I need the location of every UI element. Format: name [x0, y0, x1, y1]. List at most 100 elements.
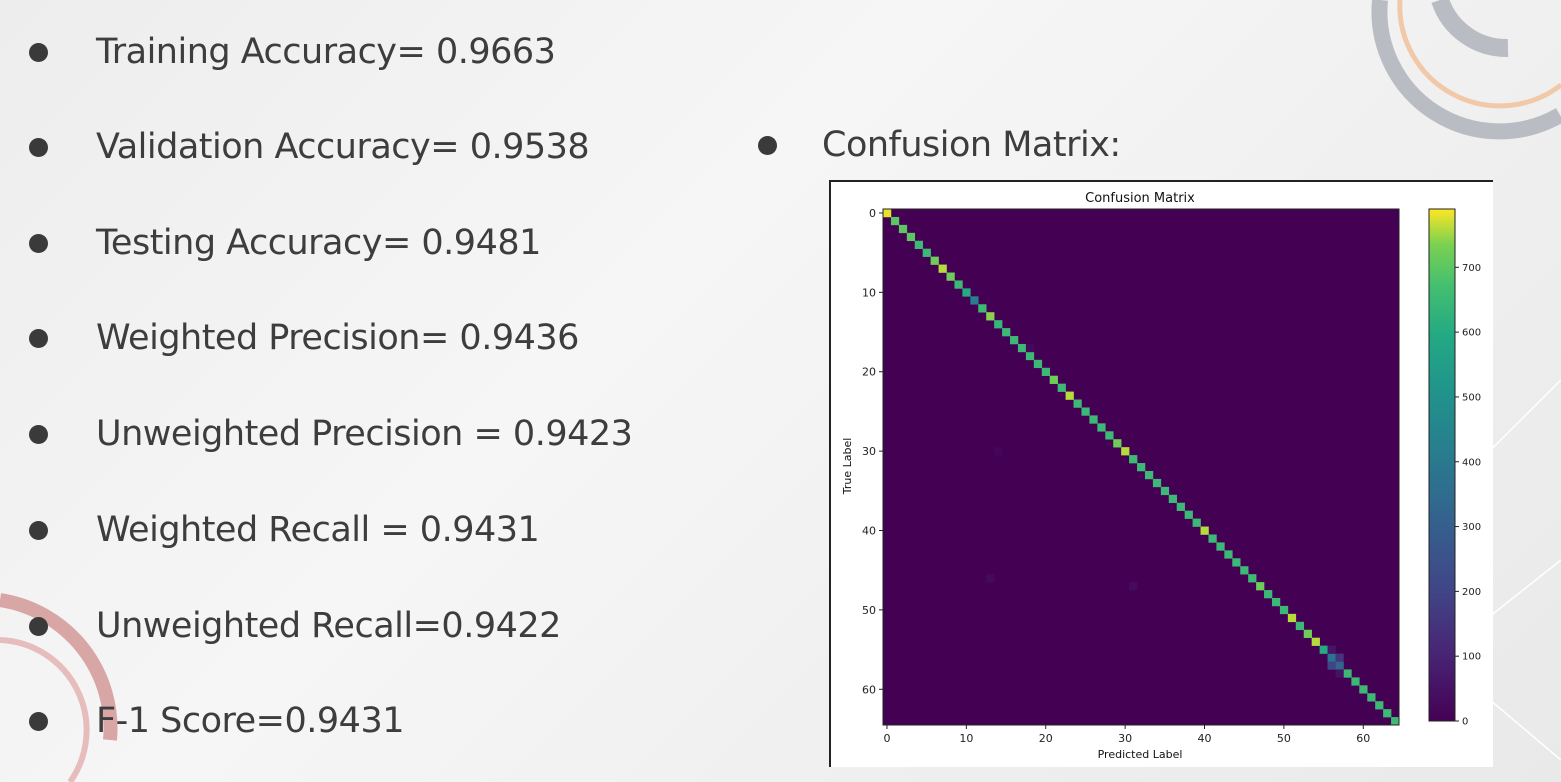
- diagonal-cell: [1017, 343, 1027, 353]
- y-tick-label: 30: [862, 445, 876, 458]
- diagonal-cell: [978, 304, 987, 313]
- diagonal-cell: [1168, 494, 1178, 504]
- diagonal-cell: [1303, 629, 1312, 638]
- diagonal-cell: [1041, 367, 1051, 377]
- x-axis-ticks: 0 10 20 30 40 50 60: [883, 725, 1370, 745]
- diagonal-cell: [1176, 502, 1185, 511]
- colorbar: [1428, 208, 1456, 722]
- off-diagonal-cell: [986, 574, 995, 583]
- confusion-matrix-svg: Confusion Matrix 0 10 20 30 40 50 60 0 10 20 30 40…: [841, 191, 1481, 761]
- diagonal-cell: [1367, 693, 1376, 702]
- diagonal-cell: [1287, 613, 1297, 623]
- colorbar-tick-label: 400: [1462, 457, 1481, 468]
- diagonal-cell: [906, 232, 916, 242]
- diagonal-cell: [1279, 605, 1289, 615]
- y-tick-label: 40: [862, 525, 876, 538]
- diagonal-cell: [1160, 486, 1170, 496]
- colorbar-tick-label: 0: [1462, 717, 1468, 728]
- diagonal-cell: [1311, 637, 1320, 646]
- heatmap-frame: [882, 208, 1400, 726]
- diagonal-cell: [1343, 669, 1352, 678]
- diagonal-cell: [1137, 463, 1146, 472]
- diagonal-cell: [1184, 510, 1193, 519]
- diagonal-cell: [1144, 470, 1154, 480]
- heatmap-cells: [883, 209, 1400, 726]
- diagonal-cell: [890, 216, 900, 226]
- confusion-matrix-heading-label: Confusion Matrix:: [822, 125, 1121, 165]
- diagonal-cell: [1033, 359, 1043, 369]
- colorbar-ticks: 0 100 200 300 400 500 600 700: [1455, 263, 1481, 728]
- x-tick-label: 40: [1198, 732, 1212, 745]
- colorbar-tick-label: 200: [1462, 587, 1481, 598]
- diagonal-cell: [962, 288, 971, 297]
- diagonal-cell: [1049, 375, 1058, 384]
- diagonal-cell: [1113, 439, 1122, 448]
- diagonal-cell: [1216, 542, 1225, 551]
- metric-label: F-1 Score=0.9431: [96, 701, 404, 741]
- diagonal-cell: [930, 256, 939, 265]
- diagonal-cell: [1319, 645, 1328, 654]
- diagonal-cell: [1073, 399, 1082, 408]
- diagonal-cell: [970, 296, 979, 305]
- diagonal-cell: [946, 272, 955, 281]
- x-tick-label: 10: [959, 732, 973, 745]
- metric-label: Weighted Recall = 0.9431: [96, 510, 540, 550]
- diagonal-cell: [994, 320, 1003, 329]
- diagonal-cell: [938, 264, 947, 273]
- diagonal-cell: [1351, 677, 1360, 686]
- bullet-icon: [29, 233, 48, 253]
- colorbar-tick-label: 300: [1462, 522, 1481, 533]
- diagonal-cell: [986, 312, 995, 321]
- diagonal-cell: [1065, 391, 1074, 400]
- metric-label: Validation Accuracy= 0.9538: [96, 127, 590, 167]
- off-diagonal-cell: [1327, 661, 1336, 670]
- diagonal-cell: [1192, 518, 1201, 527]
- y-axis-ticks: 0 10 20 30 40 50 60: [862, 207, 883, 696]
- x-tick-label: 0: [883, 732, 890, 745]
- diagonal-cell: [1081, 407, 1090, 416]
- diagonal-cell: [922, 248, 931, 257]
- diagonal-cell: [1010, 336, 1019, 345]
- y-tick-label: 20: [862, 366, 876, 379]
- diagonal-cell: [1335, 661, 1344, 670]
- diagonal-cell: [1208, 534, 1217, 543]
- diagonal-cell: [1391, 717, 1400, 726]
- metric-label: Unweighted Recall=0.9422: [96, 606, 561, 646]
- metric-label: Testing Accuracy= 0.9481: [96, 223, 541, 263]
- diagonal-cell: [1200, 526, 1209, 535]
- diagonal-cell: [1264, 590, 1273, 599]
- off-diagonal-cell: [994, 447, 1003, 456]
- diagonal-cell: [883, 209, 892, 218]
- diagonal-cell: [1002, 328, 1011, 337]
- diagonal-cell: [1248, 574, 1257, 583]
- bullet-icon: [29, 616, 48, 636]
- diagonal-cell: [954, 280, 963, 289]
- x-tick-label: 60: [1356, 732, 1370, 745]
- y-tick-label: 60: [862, 683, 876, 696]
- diagonal-cell: [1105, 431, 1114, 440]
- diagonal-cell: [1359, 685, 1368, 694]
- bullet-icon: [758, 135, 777, 155]
- bullet-icon: [29, 520, 48, 540]
- off-diagonal-cell: [1335, 653, 1344, 662]
- bullet-icon: [29, 711, 48, 731]
- x-axis-label: Predicted Label: [1098, 748, 1183, 761]
- colorbar-tick-label: 600: [1462, 328, 1481, 339]
- bullet-icon: [29, 42, 48, 62]
- diagonal-cell: [1057, 383, 1066, 392]
- y-axis-label: True Label: [841, 438, 854, 496]
- diagonal-cell: [1240, 566, 1249, 575]
- x-tick-label: 50: [1277, 732, 1291, 745]
- diagonal-cell: [914, 240, 923, 249]
- colorbar-tick-label: 100: [1462, 652, 1481, 663]
- diagonal-cell: [1121, 447, 1130, 456]
- diagonal-cell: [1152, 478, 1162, 488]
- y-tick-label: 0: [869, 207, 876, 220]
- metrics-list: Training Accuracy= 0.9663 Validation Acc…: [0, 0, 700, 782]
- off-diagonal-cell: [1129, 582, 1138, 591]
- x-tick-label: 20: [1039, 732, 1053, 745]
- diagonal-cell: [1383, 709, 1392, 718]
- metric-label: Training Accuracy= 0.9663: [96, 32, 556, 72]
- y-tick-label: 10: [862, 286, 876, 299]
- off-diagonal-cell: [1327, 645, 1336, 654]
